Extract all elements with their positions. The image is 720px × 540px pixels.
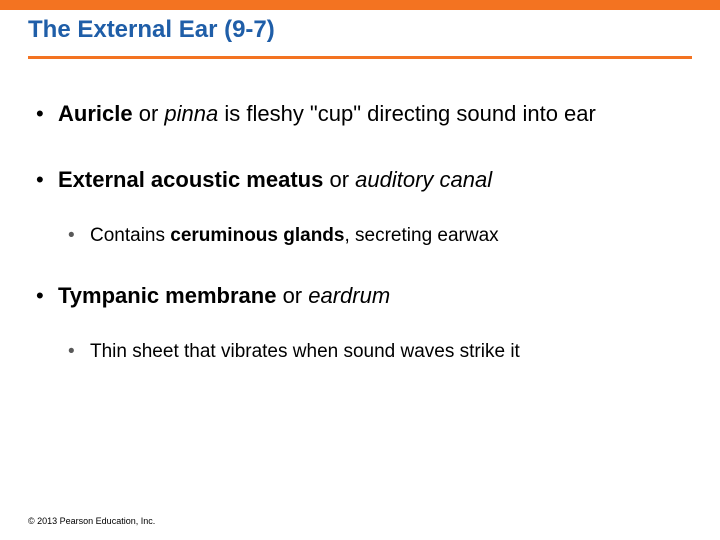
text-segment: Thin sheet that vibrates when sound wave… — [90, 341, 520, 362]
sub-bullet-list: Contains ceruminous glands, secreting ea… — [58, 221, 692, 251]
text-segment: Auricle — [58, 101, 133, 126]
bullet-list: Auricle or pinna is fleshy "cup" directi… — [28, 93, 692, 367]
sub-bullet-item: Contains ceruminous glands, secreting ea… — [58, 221, 692, 251]
slide-title: The External Ear (9-7) — [28, 16, 692, 44]
text-segment: External acoustic meatus — [58, 167, 323, 192]
text-segment: , secreting earwax — [344, 225, 498, 246]
sub-bullet-item: Thin sheet that vibrates when sound wave… — [58, 337, 692, 367]
bullet-item: Auricle or pinna is fleshy "cup" directi… — [28, 93, 692, 135]
text-segment: Contains — [90, 225, 170, 246]
bullet-item: External acoustic meatus or auditory can… — [28, 159, 692, 251]
text-segment: or — [276, 283, 308, 308]
accent-top-bar — [0, 0, 720, 10]
copyright-footer: © 2013 Pearson Education, Inc. — [28, 516, 155, 526]
text-segment: or — [323, 167, 355, 192]
text-segment: auditory canal — [355, 167, 492, 192]
text-segment: ceruminous glands — [170, 225, 344, 246]
title-region: The External Ear (9-7) — [0, 10, 720, 52]
text-segment: or — [133, 101, 165, 126]
text-segment: is fleshy "cup" directing sound into ear — [218, 101, 596, 126]
bullet-item: Tympanic membrane or eardrum Thin sheet t… — [28, 275, 692, 367]
content-area: Auricle or pinna is fleshy "cup" directi… — [0, 59, 720, 367]
sub-bullet-list: Thin sheet that vibrates when sound wave… — [58, 337, 692, 367]
text-segment: Tympanic membrane — [58, 283, 276, 308]
text-segment: eardrum — [308, 283, 390, 308]
text-segment: pinna — [164, 101, 218, 126]
